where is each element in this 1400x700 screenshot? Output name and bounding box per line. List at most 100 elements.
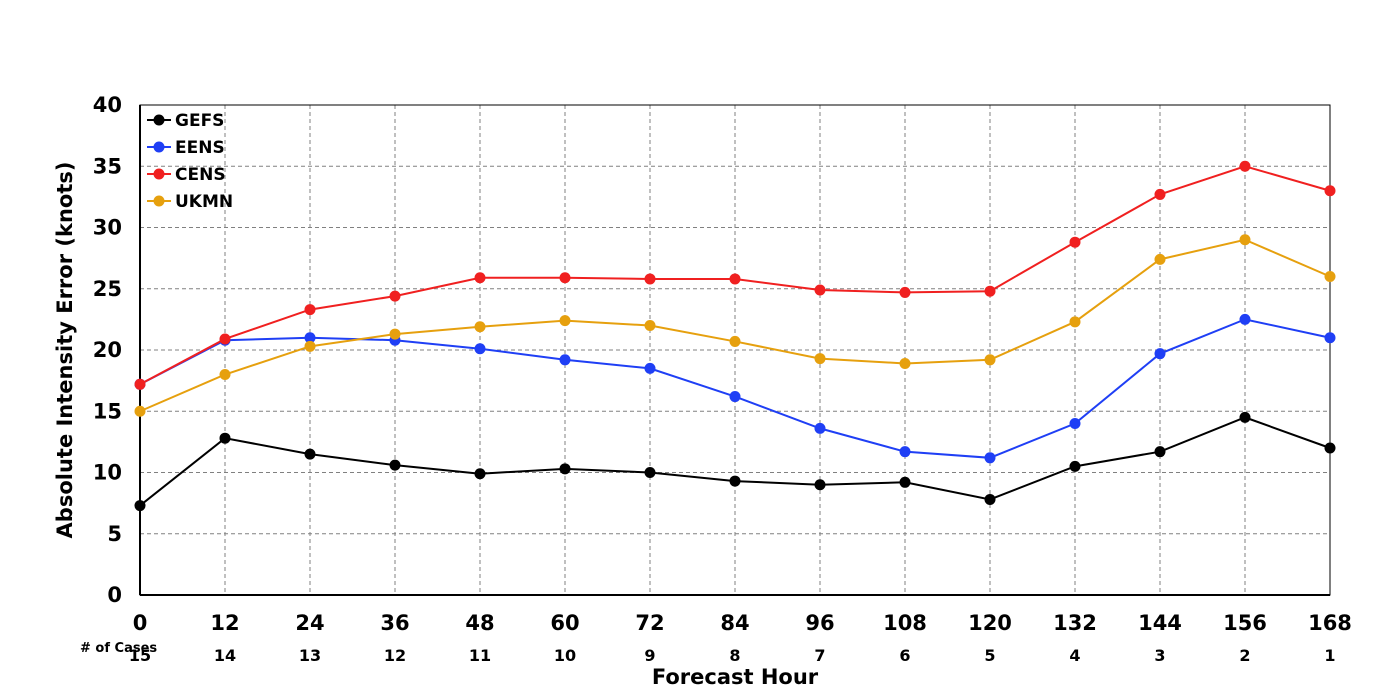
y-tick-label: 15	[93, 399, 122, 423]
legend-label: GEFS	[175, 111, 224, 131]
data-point-ukmn	[134, 405, 146, 417]
data-point-gefs	[474, 468, 486, 480]
y-tick-label: 5	[107, 522, 122, 546]
legend-item-eens: EENS	[147, 138, 225, 158]
data-point-eens	[304, 332, 316, 344]
data-point-cens	[644, 273, 656, 285]
data-point-gefs	[814, 479, 826, 491]
x-tick-label: 108	[883, 611, 927, 635]
data-point-cens	[474, 272, 486, 284]
data-point-cens	[814, 284, 826, 296]
data-point-eens	[1239, 313, 1251, 325]
data-point-cens	[984, 285, 996, 297]
data-point-gefs	[219, 432, 231, 444]
data-point-eens	[729, 391, 741, 403]
data-point-ukmn	[304, 340, 316, 352]
data-point-eens	[814, 422, 826, 434]
x-tick-label: 12	[210, 611, 239, 635]
data-point-ukmn	[814, 353, 826, 365]
data-point-cens	[219, 333, 231, 345]
data-point-ukmn	[729, 335, 741, 347]
data-point-cens	[559, 272, 571, 284]
series-ukmn	[134, 234, 1336, 417]
data-point-ukmn	[389, 328, 401, 340]
series-lines	[134, 160, 1336, 512]
y-tick-label: 0	[107, 583, 122, 607]
data-point-cens	[899, 286, 911, 298]
tick-labels: 0 5 10 15 20 25 30 35 40 0 12 24 36 48 60 72 84 96 108 120 1…	[93, 93, 1352, 635]
legend-marker	[153, 168, 165, 180]
y-tick-label: 35	[93, 154, 122, 178]
case-count-label: 5	[984, 646, 995, 665]
data-point-gefs	[1069, 460, 1081, 472]
x-tick-label: 156	[1223, 611, 1267, 635]
data-point-ukmn	[1239, 234, 1251, 246]
data-point-eens	[474, 343, 486, 355]
case-count-label: 9	[644, 646, 655, 665]
case-count-label: 12	[384, 646, 406, 665]
axes	[139, 104, 1331, 596]
case-count-label: 1	[1324, 646, 1335, 665]
legend-item-ukmn: UKMN	[147, 192, 233, 212]
data-point-gefs	[1154, 446, 1166, 458]
data-point-ukmn	[984, 354, 996, 366]
x-tick-label: 60	[550, 611, 579, 635]
legend-item-cens: CENS	[147, 165, 226, 185]
data-point-gefs	[644, 467, 656, 478]
case-count-label: 2	[1239, 646, 1250, 665]
data-point-cens	[1154, 188, 1166, 200]
case-count-label: 8	[729, 646, 740, 665]
x-axis-title: Forecast Hour	[652, 665, 819, 689]
case-count-label: 3	[1154, 646, 1165, 665]
data-point-gefs	[729, 475, 741, 487]
case-count-label: 13	[299, 646, 321, 665]
x-tick-label: 144	[1138, 611, 1182, 635]
series-cens	[134, 160, 1336, 390]
x-tick-label: 84	[720, 611, 749, 635]
data-point-eens	[1154, 348, 1166, 360]
legend-label: CENS	[175, 165, 226, 185]
data-point-eens	[559, 354, 571, 366]
legend-item-gefs: GEFS	[147, 111, 224, 131]
data-point-ukmn	[219, 369, 231, 380]
y-tick-label: 30	[93, 216, 122, 240]
x-tick-label: 168	[1308, 611, 1352, 635]
data-point-gefs	[1324, 442, 1336, 454]
legend-marker	[153, 114, 165, 126]
case-count-label: 10	[554, 646, 576, 665]
y-tick-label: 10	[93, 461, 122, 485]
data-point-gefs	[134, 500, 146, 512]
data-point-ukmn	[559, 315, 571, 327]
case-count-label: 7	[814, 646, 825, 665]
data-point-cens	[134, 378, 146, 390]
x-tick-label: 72	[635, 611, 664, 635]
data-point-cens	[1069, 236, 1081, 248]
case-count-label: 4	[1069, 646, 1080, 665]
case-count-label: 14	[214, 646, 236, 665]
grid-lines	[140, 105, 1330, 595]
data-point-cens	[1239, 160, 1251, 172]
data-point-gefs	[1239, 411, 1251, 423]
legend-marker	[153, 141, 165, 153]
legend-label: UKMN	[175, 192, 233, 212]
legend-label: EENS	[175, 138, 225, 158]
x-tick-label: 132	[1053, 611, 1097, 635]
x-tick-label: 0	[133, 611, 148, 635]
y-tick-label: 40	[93, 93, 122, 117]
case-count-label: 15	[129, 646, 151, 665]
data-point-eens	[899, 446, 911, 458]
cases-row: 15 14 13 12 11 10 9 8 7 6 5 4 3 2 1	[129, 646, 1336, 665]
legend-marker	[153, 195, 165, 207]
data-point-gefs	[559, 463, 571, 475]
data-point-gefs	[984, 493, 996, 505]
series-gefs	[134, 411, 1336, 512]
y-axis-title: Absolute Intensity Error (knots)	[53, 162, 77, 539]
y-tick-label: 25	[93, 277, 122, 301]
y-tick-label: 20	[93, 338, 122, 362]
x-tick-label: 96	[805, 611, 834, 635]
data-point-ukmn	[1069, 316, 1081, 328]
data-point-ukmn	[1324, 271, 1336, 282]
x-tick-label: 36	[380, 611, 409, 635]
case-count-label: 11	[469, 646, 491, 665]
